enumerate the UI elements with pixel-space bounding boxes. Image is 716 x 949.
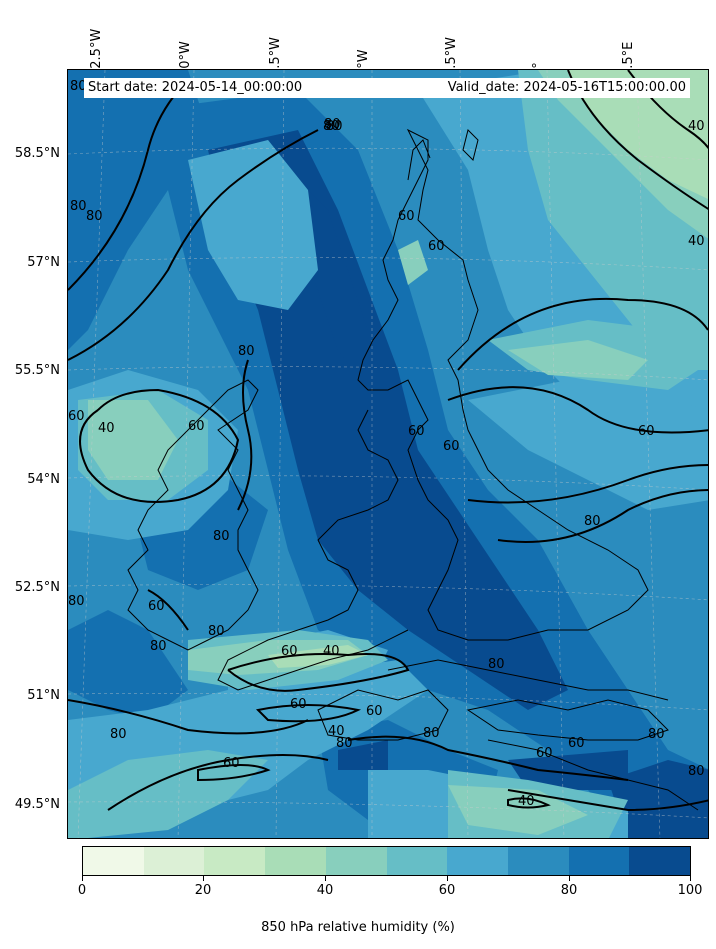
- contour-label: 80: [336, 736, 353, 751]
- contour-label: 80: [326, 119, 343, 134]
- colorbar-segment: [83, 847, 144, 875]
- colorbar-tick: [325, 876, 326, 881]
- contour-label: 80: [323, 119, 340, 134]
- contour-label: 60: [188, 419, 205, 434]
- contour-label: 60: [638, 424, 655, 439]
- colorbar-segment: [629, 847, 691, 875]
- contour-label: 40: [688, 234, 705, 249]
- colorbar-segment: [447, 847, 508, 875]
- contour-label: 40: [328, 724, 345, 739]
- valid-date-text: Valid_date: 2024-05-16T15:00:00.00: [447, 80, 686, 95]
- contour-label: 40: [688, 119, 705, 134]
- contour-label: 80: [688, 764, 705, 779]
- contour-label: 80: [324, 117, 341, 132]
- contour-label: 60: [398, 209, 415, 224]
- contour-label: 60: [148, 599, 165, 614]
- colorbar: [82, 846, 691, 876]
- lat-label-51n: 51°N: [27, 688, 60, 703]
- contour-label: 40: [323, 644, 340, 659]
- contour-label: 60: [428, 239, 445, 254]
- start-date-text: Start date: 2024-05-14_00:00:00: [88, 80, 303, 95]
- contour-label: 40: [518, 794, 535, 809]
- colorbar-tick: [569, 876, 570, 881]
- lat-label-49-5n: 49.5°N: [14, 797, 60, 812]
- colorbar-tick-label: 0: [77, 883, 87, 898]
- contour-label: 60: [223, 756, 240, 771]
- contour-label: 80: [68, 594, 85, 609]
- info-bar: Start date: 2024-05-14_00:00:00 Valid_da…: [84, 78, 690, 98]
- lat-label-55-5n: 55.5°N: [14, 363, 60, 378]
- colorbar-tick: [203, 876, 204, 881]
- contour-label: 60: [536, 746, 553, 761]
- colorbar-segment: [568, 847, 630, 875]
- contour-label: 60: [443, 439, 460, 454]
- contour-label: 60: [568, 736, 585, 751]
- colorbar-segment: [507, 847, 569, 875]
- map-frame: 80 80 80 80 40 60 80 80 40 60 60 60 80 4…: [67, 69, 709, 839]
- colorbar-label: 850 hPa relative humidity (%): [261, 920, 455, 935]
- contour-label: 60: [281, 644, 298, 659]
- contour-label: 60: [68, 409, 85, 424]
- contour-label: 40: [98, 421, 115, 436]
- humidity-map: 80 80 80 80 40 60 80 80 40 60 60 60 80 4…: [68, 70, 708, 838]
- contour-label: 80: [423, 726, 440, 741]
- colorbar-tick: [690, 876, 691, 881]
- contour-label: 80: [70, 79, 87, 94]
- colorbar-tick: [82, 876, 83, 881]
- colorbar-tick-label: 20: [194, 883, 212, 898]
- colorbar-segment: [386, 847, 448, 875]
- colorbar-tick-label: 100: [677, 883, 703, 898]
- colorbar-tick-label: 80: [560, 883, 578, 898]
- contour-label: 80: [238, 344, 255, 359]
- contour-label: 80: [208, 624, 225, 639]
- contour-label: 60: [290, 697, 307, 712]
- contour-label: 80: [648, 727, 665, 742]
- colorbar-tick-label: 40: [316, 883, 334, 898]
- lat-label-52-5n: 52.5°N: [14, 580, 60, 595]
- colorbar-segment: [143, 847, 205, 875]
- contour-label: 80: [584, 514, 601, 529]
- lat-label-54n: 54°N: [27, 472, 60, 487]
- contour-labels: 80 80 80 80 40 60 80 80 40 60 60 60 80 4…: [68, 79, 705, 809]
- contour-label: 80: [488, 657, 505, 672]
- lat-label-57n: 57°N: [27, 255, 60, 270]
- contour-label: 60: [408, 424, 425, 439]
- colorbar-segment: [265, 847, 326, 875]
- contour-label: 60: [366, 704, 383, 719]
- contour-label: 80: [213, 529, 230, 544]
- contour-label: 80: [110, 727, 127, 742]
- contour-label: 80: [70, 199, 87, 214]
- contour-label: 80: [86, 209, 103, 224]
- colorbar-segment: [204, 847, 266, 875]
- lat-label-58-5n: 58.5°N: [14, 146, 60, 161]
- colorbar-tick: [447, 876, 448, 881]
- colorbar-segment: [325, 847, 387, 875]
- colorbar-tick-label: 60: [438, 883, 456, 898]
- contour-label: 80: [150, 639, 167, 654]
